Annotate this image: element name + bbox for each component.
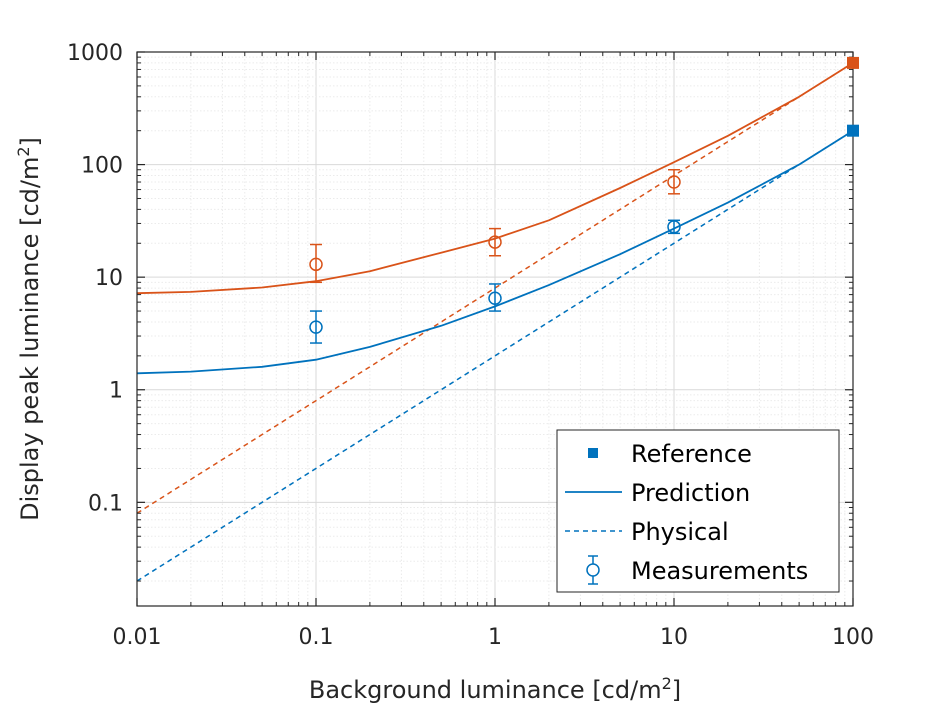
x-tick-label: 100	[832, 625, 874, 650]
measurement-marker	[667, 175, 681, 189]
measurement-marker	[309, 257, 323, 272]
measurement-point	[488, 283, 502, 312]
y-tick-label: 1000	[67, 41, 123, 66]
measurement-marker	[488, 235, 502, 249]
measurement-point	[667, 219, 681, 235]
measurement-point	[488, 227, 502, 257]
physical-line	[136, 62, 854, 514]
y-tick-label: 10	[95, 266, 123, 291]
measurement-point	[309, 243, 323, 284]
x-axis-title-superscript: 2	[662, 674, 672, 693]
legend-measurements-label: Measurements	[631, 557, 808, 585]
reference-markers	[847, 56, 859, 137]
reference-marker	[847, 124, 859, 137]
legend-reference-marker	[588, 448, 598, 458]
ticks: 0.01 0.1 1 10 100 0.1 1 10 100 1000	[67, 41, 874, 650]
x-tick-label: 0.1	[299, 625, 334, 650]
y-axis-title: Display peak luminance [cd/m2]	[14, 137, 44, 521]
y-tick-label: 1	[109, 379, 123, 404]
y-tick-label: 100	[81, 154, 123, 179]
y-axis-title-superscript: 2	[14, 146, 33, 156]
measurement-point	[667, 168, 681, 195]
reference-marker	[847, 56, 859, 69]
legend-box	[556, 429, 840, 593]
physical-line	[136, 130, 854, 582]
measurement-point	[309, 310, 323, 344]
series-layer	[136, 62, 854, 582]
x-tick-label: 1	[488, 625, 502, 650]
legend-prediction-label: Prediction	[631, 479, 750, 507]
legend-reference-label: Reference	[631, 440, 752, 468]
y-tick-label: 0.1	[88, 491, 123, 516]
x-tick-label: 10	[660, 625, 688, 650]
legend: Reference Prediction Physical Measuremen…	[556, 429, 840, 593]
x-tick-label: 0.01	[113, 625, 162, 650]
measurement-marker	[309, 320, 323, 334]
measurement-marker	[488, 291, 502, 305]
legend-measurements-marker	[586, 555, 600, 585]
grid	[136, 52, 853, 606]
legend-physical-label: Physical	[631, 518, 729, 546]
measurement-marker	[667, 220, 681, 234]
x-axis-title: Background luminance [cd/m2]	[309, 674, 681, 704]
